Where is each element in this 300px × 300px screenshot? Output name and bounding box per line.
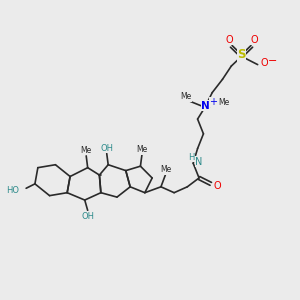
Text: N: N xyxy=(201,101,210,111)
Text: Me: Me xyxy=(160,165,172,174)
Text: O: O xyxy=(250,35,258,45)
Text: Me: Me xyxy=(218,98,230,107)
Text: O: O xyxy=(213,181,221,191)
Text: O: O xyxy=(225,35,233,45)
Text: H: H xyxy=(188,153,195,162)
Text: S: S xyxy=(237,48,246,62)
Text: O: O xyxy=(260,58,268,68)
Text: Me: Me xyxy=(81,146,92,155)
Text: −: − xyxy=(268,56,278,66)
Text: OH: OH xyxy=(100,144,113,153)
Text: N: N xyxy=(195,157,203,167)
Text: +: + xyxy=(209,97,217,107)
Text: Me: Me xyxy=(180,92,191,101)
Text: Me: Me xyxy=(136,145,148,154)
Text: HO: HO xyxy=(6,186,19,195)
Text: OH: OH xyxy=(81,212,94,221)
